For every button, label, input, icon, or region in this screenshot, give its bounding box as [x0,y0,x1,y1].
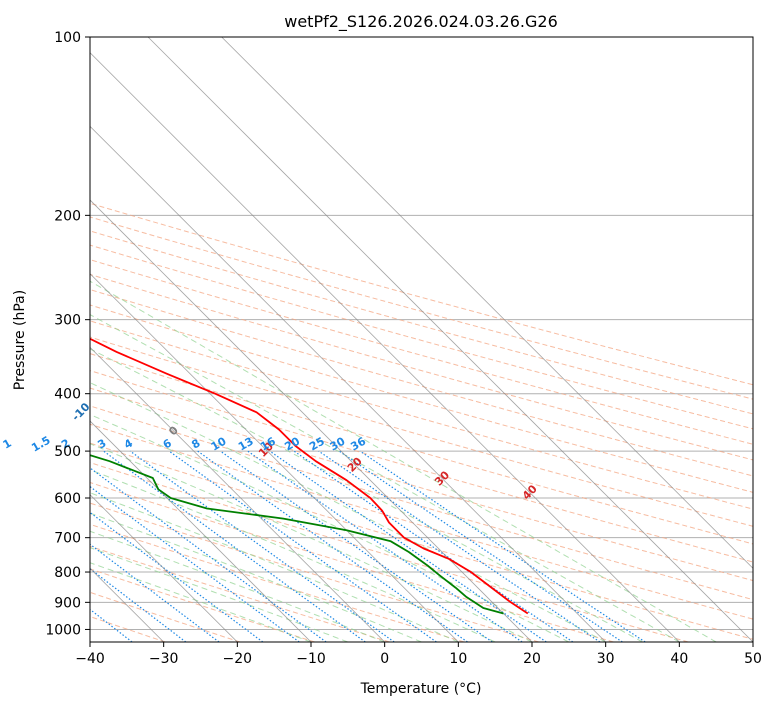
axis-ticks: −40 −30 −20 −10 0 10 20 30 40 50 100 200 300 400 500 60… [45,30,762,667]
y-tick-label: 900 [54,595,81,611]
x-axis-label: Temperature (°C) [360,681,482,697]
dry-adiabat [90,244,753,430]
mixing-ratio-line [129,450,395,642]
isotherm [90,273,459,642]
dry-adiabat [90,230,753,415]
x-tick-label: 0 [380,651,389,667]
moist-adiabat [90,512,422,642]
x-tick-label: 50 [744,651,762,667]
dewpoint-profile [90,454,504,615]
y-tick-label: 1000 [45,622,81,638]
isotherm [90,52,680,642]
dry-adiabat [90,216,753,400]
isotherm [90,125,606,642]
dry-adiabat [90,259,753,445]
temperature-profile [90,337,529,615]
x-tick-label: 20 [523,651,541,667]
dry-adiabat [90,320,753,510]
y-tick-label: 500 [54,444,81,460]
y-axis-label: Pressure (hPa) [12,290,28,390]
mixing-ratio-line [103,450,366,642]
moist-adiabat [90,280,717,642]
y-tick-label: 300 [54,313,81,329]
isotherms [90,37,753,642]
x-tick-label: −20 [223,651,253,667]
mixing-ratio-line [90,467,327,642]
dry-adiabat [90,202,753,386]
x-tick-label: −10 [296,651,326,667]
y-tick-label: 400 [54,387,81,403]
plot-frame [89,36,754,643]
chart-title: wetPf2_S126.2026.024.03.26.G26 [284,12,558,32]
isotherm [90,420,312,642]
dry-adiabat [90,502,539,642]
x-tick-label: −30 [149,651,179,667]
x-tick-label: 30 [597,651,615,667]
mixing-ratio-line [90,511,264,642]
dry-adiabat [90,482,614,642]
isotherm [221,37,753,569]
dry-adiabat [90,273,753,461]
y-tick-label: 200 [54,208,81,224]
moist-adiabat [90,443,533,642]
dry-adiabat [90,568,315,642]
x-tick-label: 10 [449,651,467,667]
moist-adiabat [90,530,385,642]
moist-adiabat [90,382,606,642]
mixing-ratio-line [90,543,220,642]
y-tick-label: 700 [54,531,81,547]
y-tick-label: 800 [54,565,81,581]
dry-adiabat [90,545,390,642]
mixing-ratio-line [90,485,300,642]
y-tick-label: 100 [54,30,81,46]
mixing-ratio-line [269,450,547,642]
isotherm [90,199,533,642]
isotherm [90,346,385,642]
mixing-ratio-line [338,450,623,642]
mixing-ratio-line [318,450,601,642]
dry-adiabat [90,423,753,620]
mixing-ratio-line [90,567,187,642]
x-tick-label: −40 [75,651,105,667]
dry-adiabat [90,370,753,563]
x-tick-label: 40 [670,651,688,667]
mixing-ratio-line [197,450,468,642]
sounding-profiles [90,337,529,615]
dry-adiabat [90,353,753,545]
y-tick-label: 600 [54,491,81,507]
mixing-ratio-line [247,450,523,642]
moist-adiabat [90,469,496,642]
isotherm [90,494,238,642]
isotherm [147,37,753,642]
dry-adiabat [90,462,689,642]
